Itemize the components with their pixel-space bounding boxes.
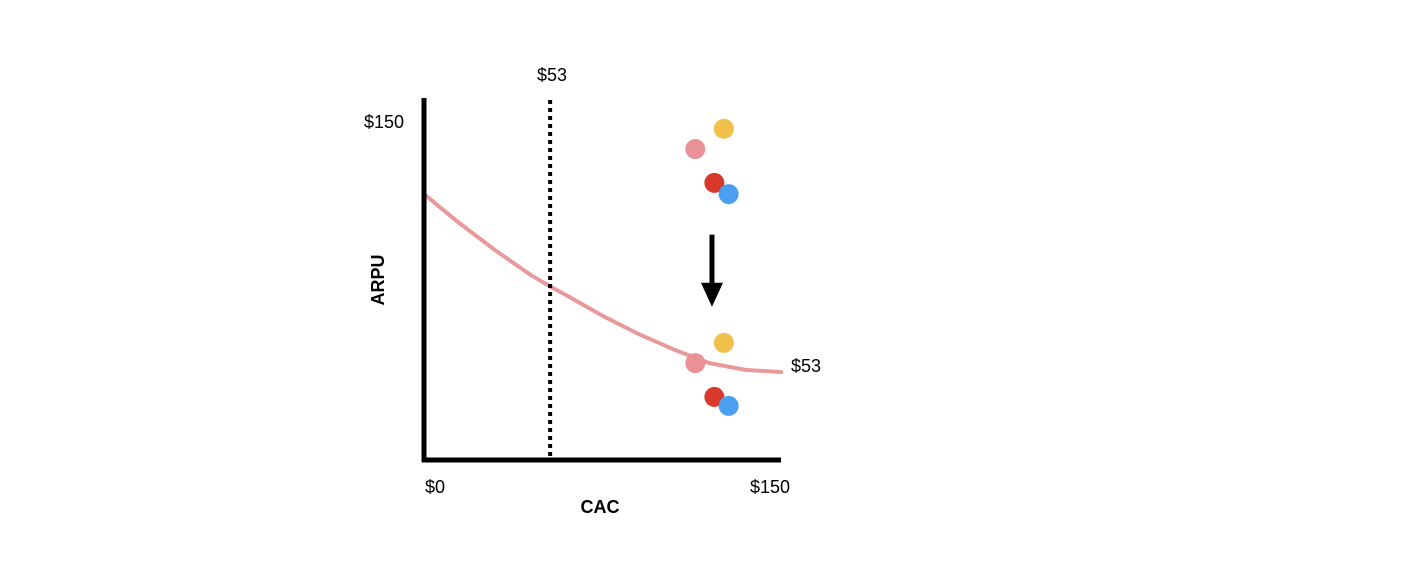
data-point-g1-1 bbox=[713, 118, 734, 139]
x-tick-label-min: $0 bbox=[425, 477, 445, 497]
data-point-g2-1 bbox=[713, 332, 734, 353]
y-tick-label-max: $150 bbox=[364, 112, 404, 132]
data-point-g1-2 bbox=[685, 139, 706, 160]
x-axis-title: CAC bbox=[581, 497, 620, 517]
x-tick-label-max: $150 bbox=[750, 477, 790, 497]
data-point-g1-3 bbox=[704, 172, 725, 193]
y-axis-title: ARPU bbox=[368, 254, 388, 305]
arpu-curve bbox=[422, 192, 783, 375]
data-point-g2-3 bbox=[704, 386, 725, 407]
down-arrow-head bbox=[700, 282, 723, 307]
data-point-g2-4 bbox=[718, 395, 739, 416]
reference-line-label: $53 bbox=[537, 65, 567, 85]
curve-end-label: $53 bbox=[791, 356, 821, 376]
data-point-g2-2 bbox=[685, 353, 706, 374]
data-point-g1-4 bbox=[718, 184, 739, 205]
